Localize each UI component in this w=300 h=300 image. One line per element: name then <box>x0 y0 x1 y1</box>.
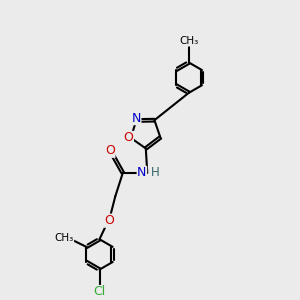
Text: N: N <box>131 112 141 124</box>
Text: H: H <box>151 167 160 179</box>
Text: Cl: Cl <box>93 286 106 298</box>
Text: N: N <box>137 167 147 179</box>
Text: CH₃: CH₃ <box>54 233 74 244</box>
Text: CH₃: CH₃ <box>179 36 198 46</box>
Text: O: O <box>104 214 114 227</box>
Text: O: O <box>105 144 115 157</box>
Text: O: O <box>124 131 134 144</box>
